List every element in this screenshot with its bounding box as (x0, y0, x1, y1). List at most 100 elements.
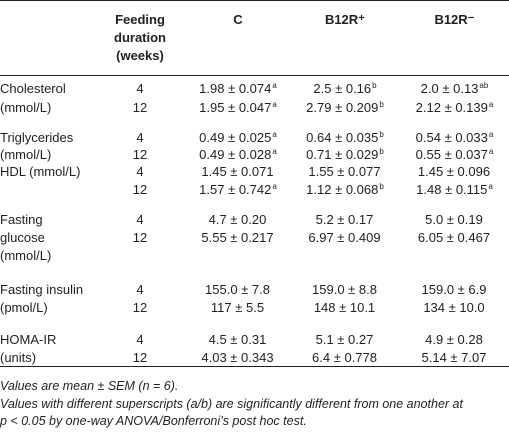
duration-cell: 4 (136, 212, 144, 227)
footnote-1: Values are mean ± SEM (n = 6). (0, 379, 179, 393)
footnote-3: p < 0.05 by one-way ANOVA/Bonferroni’s p… (0, 414, 307, 428)
value-cell-bp: 5.1 ± 0.27 (290, 332, 400, 347)
duration-cell: 12 (132, 182, 148, 197)
significance-superscript: b (372, 81, 377, 90)
value-cell-bp: 2.5 ± 0.16b (290, 81, 400, 96)
header-rule (0, 75, 509, 76)
value-cell-bp: 148 ± 10.1 (290, 300, 400, 315)
value-text: 148 ± 10.1 (313, 300, 376, 315)
value-cell-bm: 134 ± 10.0 (400, 300, 509, 315)
value-cell-bm: 5.14 ± 7.07 (400, 350, 509, 365)
significance-superscript: b (379, 130, 384, 139)
value-cell-bm: 4.9 ± 0.28 (400, 332, 509, 347)
bottom-rule (0, 366, 509, 367)
value-cell-bm: 2.12 ± 0.139a (400, 100, 509, 115)
row-label: (mmol/L) (0, 100, 52, 115)
value-text: 159.0 ± 6.9 (421, 282, 487, 297)
value-text: 5.14 ± 7.07 (421, 350, 487, 365)
value-text: 0.49 ± 0.028 (199, 147, 272, 162)
value-text: 5.1 ± 0.27 (315, 332, 374, 347)
significance-superscript: ab (479, 81, 489, 90)
value-text: 1.95 ± 0.047 (199, 100, 272, 115)
header-duration-line-1: Feeding (115, 12, 165, 27)
value-text: 159.0 ± 8.8 (312, 282, 377, 297)
value-text: 0.64 ± 0.035 (306, 130, 379, 145)
value-text: 1.57 ± 0.742 (199, 182, 272, 197)
header-duration-line-3: (weeks) (116, 48, 164, 63)
value-cell-bp: 0.71 ± 0.029b (290, 147, 400, 162)
row-label: (mmol/L) (0, 147, 52, 162)
value-cell-bm: 6.05 ± 0.467 (400, 230, 509, 245)
value-cell-c: 117 ± 5.5 (186, 300, 290, 315)
value-text: 1.12 ± 0.068 (306, 182, 379, 197)
value-cell-bp: 6.97 ± 0.409 (290, 230, 400, 245)
value-cell-c: 0.49 ± 0.025a (186, 130, 290, 145)
value-text: 0.71 ± 0.029 (306, 147, 379, 162)
value-cell-bm: 1.45 ± 0.096 (400, 164, 509, 179)
value-text: 4.9 ± 0.28 (425, 332, 483, 347)
duration-cell: 4 (136, 130, 144, 145)
row-label: Cholesterol (0, 81, 66, 96)
value-text: 2.5 ± 0.16 (313, 81, 372, 96)
value-text: 4.7 ± 0.20 (208, 212, 267, 227)
top-rule (0, 0, 509, 1)
row-label: Triglycerides (0, 130, 74, 145)
value-cell-bp: 1.12 ± 0.068b (290, 182, 400, 197)
value-text: 117 ± 5.5 (210, 300, 265, 315)
value-text: 0.54 ± 0.033 (415, 130, 488, 145)
value-text: 2.79 ± 0.209 (306, 100, 379, 115)
value-cell-c: 4.7 ± 0.20 (186, 212, 290, 227)
row-label: glucose (0, 230, 45, 245)
value-text: 4.03 ± 0.343 (201, 350, 274, 365)
value-cell-c: 1.98 ± 0.074a (186, 81, 290, 96)
value-cell-c: 0.49 ± 0.028a (186, 147, 290, 162)
value-cell-bp: 0.64 ± 0.035b (290, 130, 400, 145)
value-cell-bm: 0.55 ± 0.037a (400, 147, 509, 162)
header-b12r-plus: B12R⁺ (324, 12, 366, 27)
row-label: Fasting (0, 212, 43, 227)
significance-superscript: a (272, 81, 277, 90)
value-cell-bp: 1.55 ± 0.077 (290, 164, 400, 179)
header-b12r-minus: B12R⁻ (434, 12, 475, 27)
duration-cell: 12 (132, 100, 148, 115)
value-cell-bm: 5.0 ± 0.19 (400, 212, 509, 227)
value-text: 2.12 ± 0.139 (415, 100, 488, 115)
row-label: Fasting insulin (0, 282, 84, 297)
value-cell-c: 4.5 ± 0.31 (186, 332, 290, 347)
header-duration-line-2: duration (114, 30, 166, 45)
value-cell-bm: 2.0 ± 0.13ab (400, 81, 509, 96)
value-text: 6.4 ± 0.778 (312, 350, 377, 365)
value-text: 1.48 ± 0.115 (416, 182, 488, 197)
value-cell-c: 4.03 ± 0.343 (186, 350, 290, 365)
value-text: 0.55 ± 0.037 (415, 147, 488, 162)
row-label: (pmol/L) (0, 300, 48, 315)
value-text: 6.05 ± 0.467 (417, 230, 491, 245)
value-cell-c: 155.0 ± 7.8 (186, 282, 290, 297)
value-cell-bp: 159.0 ± 8.8 (290, 282, 400, 297)
value-text: 1.98 ± 0.074 (199, 81, 272, 96)
significance-superscript: a (272, 100, 277, 109)
row-label: HOMA-IR (0, 332, 57, 347)
value-text: 1.55 ± 0.077 (308, 164, 381, 179)
value-text: 134 ± 10.0 (423, 300, 485, 315)
duration-cell: 4 (136, 81, 144, 96)
significance-superscript: a (488, 130, 494, 139)
significance-superscript: a (488, 147, 494, 156)
value-cell-bp: 6.4 ± 0.778 (290, 350, 400, 365)
value-text: 1.45 ± 0.071 (201, 164, 274, 179)
row-label: (mmol/L) (0, 248, 52, 263)
duration-cell: 4 (136, 282, 144, 297)
value-cell-bp: 2.79 ± 0.209b (290, 100, 400, 115)
value-text: 5.55 ± 0.217 (201, 230, 274, 245)
significance-superscript: a (272, 182, 277, 191)
value-cell-c: 1.57 ± 0.742a (186, 182, 290, 197)
significance-superscript: b (379, 147, 384, 156)
significance-superscript: b (379, 100, 384, 109)
significance-superscript: b (379, 182, 384, 191)
value-text: 2.0 ± 0.13 (420, 81, 479, 96)
value-cell-bp: 5.2 ± 0.17 (290, 212, 400, 227)
header-c: C (233, 12, 243, 27)
row-label: (units) (0, 350, 37, 365)
value-text: 0.49 ± 0.025 (199, 130, 272, 145)
